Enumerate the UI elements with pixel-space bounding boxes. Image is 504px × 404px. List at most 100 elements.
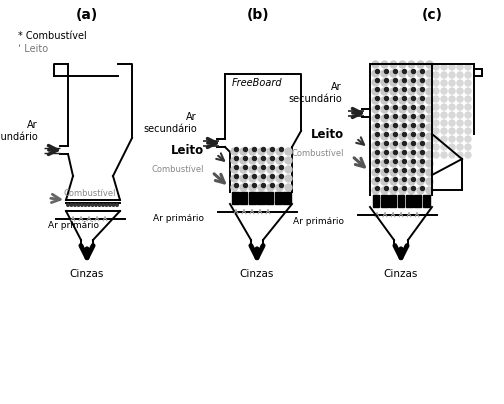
Circle shape <box>457 80 463 86</box>
Circle shape <box>457 120 463 126</box>
Circle shape <box>433 152 439 158</box>
Circle shape <box>375 151 380 154</box>
Circle shape <box>403 114 407 118</box>
Circle shape <box>465 72 471 78</box>
Circle shape <box>381 151 388 158</box>
Circle shape <box>258 184 265 191</box>
Circle shape <box>240 148 247 155</box>
Circle shape <box>102 204 104 206</box>
Circle shape <box>433 96 439 102</box>
Circle shape <box>403 160 407 164</box>
Circle shape <box>375 124 380 128</box>
Circle shape <box>420 78 424 82</box>
Circle shape <box>433 120 439 126</box>
Circle shape <box>285 148 292 155</box>
Circle shape <box>234 147 238 152</box>
Circle shape <box>381 142 388 149</box>
Circle shape <box>390 133 397 140</box>
Circle shape <box>399 79 406 86</box>
Circle shape <box>411 168 415 173</box>
Circle shape <box>411 160 415 164</box>
Text: (b): (b) <box>246 8 269 22</box>
Circle shape <box>403 151 407 154</box>
Circle shape <box>465 128 471 134</box>
Circle shape <box>408 151 415 158</box>
Circle shape <box>465 88 471 94</box>
Circle shape <box>372 88 379 95</box>
Circle shape <box>465 64 471 70</box>
Circle shape <box>411 69 415 74</box>
Circle shape <box>441 152 447 158</box>
Circle shape <box>403 105 407 109</box>
Circle shape <box>394 97 398 101</box>
Circle shape <box>390 88 397 95</box>
Circle shape <box>449 80 455 86</box>
Circle shape <box>381 178 388 185</box>
Circle shape <box>394 69 398 74</box>
Text: Leito: Leito <box>311 128 344 141</box>
Circle shape <box>249 175 256 182</box>
Circle shape <box>441 104 447 110</box>
Circle shape <box>408 61 415 68</box>
Circle shape <box>249 157 256 164</box>
Circle shape <box>271 147 275 152</box>
Circle shape <box>372 70 379 77</box>
Circle shape <box>109 204 111 206</box>
Circle shape <box>249 148 256 155</box>
Circle shape <box>457 152 463 158</box>
Circle shape <box>408 178 415 185</box>
Circle shape <box>381 115 388 122</box>
Circle shape <box>390 169 397 176</box>
Text: (c): (c) <box>421 8 443 22</box>
Circle shape <box>231 175 238 182</box>
Circle shape <box>253 175 257 179</box>
Circle shape <box>258 157 265 164</box>
Text: Ar
secundário: Ar secundário <box>143 112 197 134</box>
Circle shape <box>417 70 424 77</box>
Circle shape <box>375 141 380 145</box>
Circle shape <box>385 177 389 181</box>
Circle shape <box>420 168 424 173</box>
Circle shape <box>399 70 406 77</box>
Circle shape <box>408 160 415 167</box>
Circle shape <box>231 166 238 173</box>
Circle shape <box>372 97 379 104</box>
Circle shape <box>381 133 388 140</box>
Circle shape <box>394 177 398 181</box>
Circle shape <box>375 88 380 91</box>
Circle shape <box>403 78 407 82</box>
Circle shape <box>420 105 424 109</box>
Circle shape <box>465 144 471 150</box>
Circle shape <box>426 142 433 149</box>
Circle shape <box>457 104 463 110</box>
Circle shape <box>433 128 439 134</box>
Bar <box>423 195 429 207</box>
Circle shape <box>408 115 415 122</box>
Circle shape <box>403 69 407 74</box>
Circle shape <box>411 151 415 154</box>
Circle shape <box>441 88 447 94</box>
Circle shape <box>390 97 397 104</box>
Circle shape <box>408 187 415 194</box>
Circle shape <box>375 105 380 109</box>
Circle shape <box>276 166 283 173</box>
Circle shape <box>77 204 80 206</box>
Circle shape <box>399 151 406 158</box>
Circle shape <box>399 160 406 167</box>
Circle shape <box>449 72 455 78</box>
Circle shape <box>390 115 397 122</box>
Circle shape <box>105 204 108 206</box>
Circle shape <box>375 114 380 118</box>
Circle shape <box>449 88 455 94</box>
Circle shape <box>411 97 415 101</box>
Circle shape <box>385 114 389 118</box>
Circle shape <box>253 147 257 152</box>
Circle shape <box>285 175 292 182</box>
Circle shape <box>457 112 463 118</box>
Circle shape <box>385 78 389 82</box>
Circle shape <box>381 169 388 176</box>
Circle shape <box>411 187 415 191</box>
Circle shape <box>457 144 463 150</box>
Circle shape <box>417 97 424 104</box>
Circle shape <box>390 124 397 131</box>
